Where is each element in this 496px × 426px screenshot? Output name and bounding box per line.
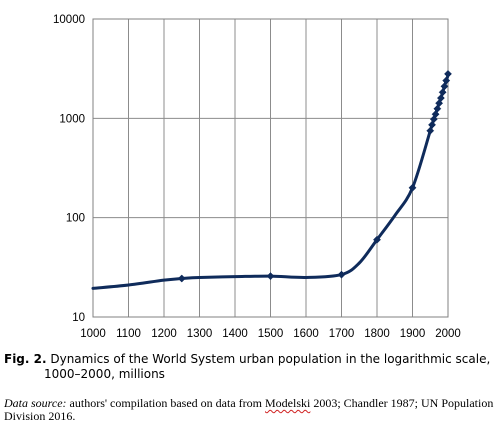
data-point-marker bbox=[177, 274, 186, 283]
data-point-marker bbox=[442, 76, 451, 85]
x-tick-label: 1400 bbox=[222, 328, 248, 340]
y-tick-label: 1000 bbox=[59, 113, 85, 125]
x-tick-label: 1100 bbox=[116, 328, 141, 340]
source-text-2: 2003; Chandler 1987; UN Population Divis… bbox=[4, 396, 494, 423]
x-tick-label: 1300 bbox=[187, 328, 213, 340]
caption-line-2: 1000–2000, millions bbox=[44, 367, 165, 381]
caption-line-1: Dynamics of the World System urban popul… bbox=[46, 352, 491, 366]
y-tick-label: 100 bbox=[66, 213, 85, 225]
plot-area-border bbox=[92, 18, 449, 318]
x-axis-tick-labels: 1000 1100 1200 1300 1400 1500 1600 1700 1800 1900… bbox=[80, 328, 461, 340]
source-label: Data source: bbox=[4, 396, 67, 410]
x-tick-label: 2000 bbox=[435, 328, 461, 340]
x-tick-label: 1600 bbox=[293, 328, 319, 340]
data-point-marker bbox=[266, 272, 275, 281]
y-tick-label: 10 bbox=[72, 312, 85, 324]
x-tick-label: 1500 bbox=[258, 328, 284, 340]
data-point-marker bbox=[433, 104, 442, 113]
data-point-marker bbox=[444, 69, 452, 78]
x-tick-label: 1800 bbox=[364, 328, 390, 340]
data-point-marker bbox=[440, 82, 449, 91]
data-point-marker bbox=[436, 94, 445, 103]
data-point-marker bbox=[438, 88, 447, 97]
source-text-1: authors' compilation based on data from bbox=[66, 396, 265, 410]
series-markers bbox=[177, 69, 452, 283]
figure-caption: Fig. 2. Dynamics of the World System urb… bbox=[4, 352, 494, 382]
source-modelski: Modelski bbox=[265, 396, 311, 410]
data-point-marker bbox=[373, 235, 381, 244]
data-point-marker bbox=[428, 120, 436, 129]
data-source-note: Data source: authors' compilation based … bbox=[4, 397, 494, 423]
y-axis-tick-labels: 10 100 1000 10000 bbox=[53, 14, 85, 324]
y-tick-label: 10000 bbox=[53, 14, 85, 26]
data-point-marker bbox=[426, 126, 435, 135]
x-tick-label: 1200 bbox=[151, 328, 177, 340]
data-point-marker bbox=[429, 115, 438, 124]
data-point-marker bbox=[408, 183, 417, 192]
x-tick-label: 1000 bbox=[80, 328, 106, 340]
x-tick-label: 1700 bbox=[329, 328, 355, 340]
x-tick-label: 1900 bbox=[400, 328, 426, 340]
caption-label: Fig. 2. bbox=[4, 352, 47, 366]
data-point-marker bbox=[337, 270, 346, 279]
